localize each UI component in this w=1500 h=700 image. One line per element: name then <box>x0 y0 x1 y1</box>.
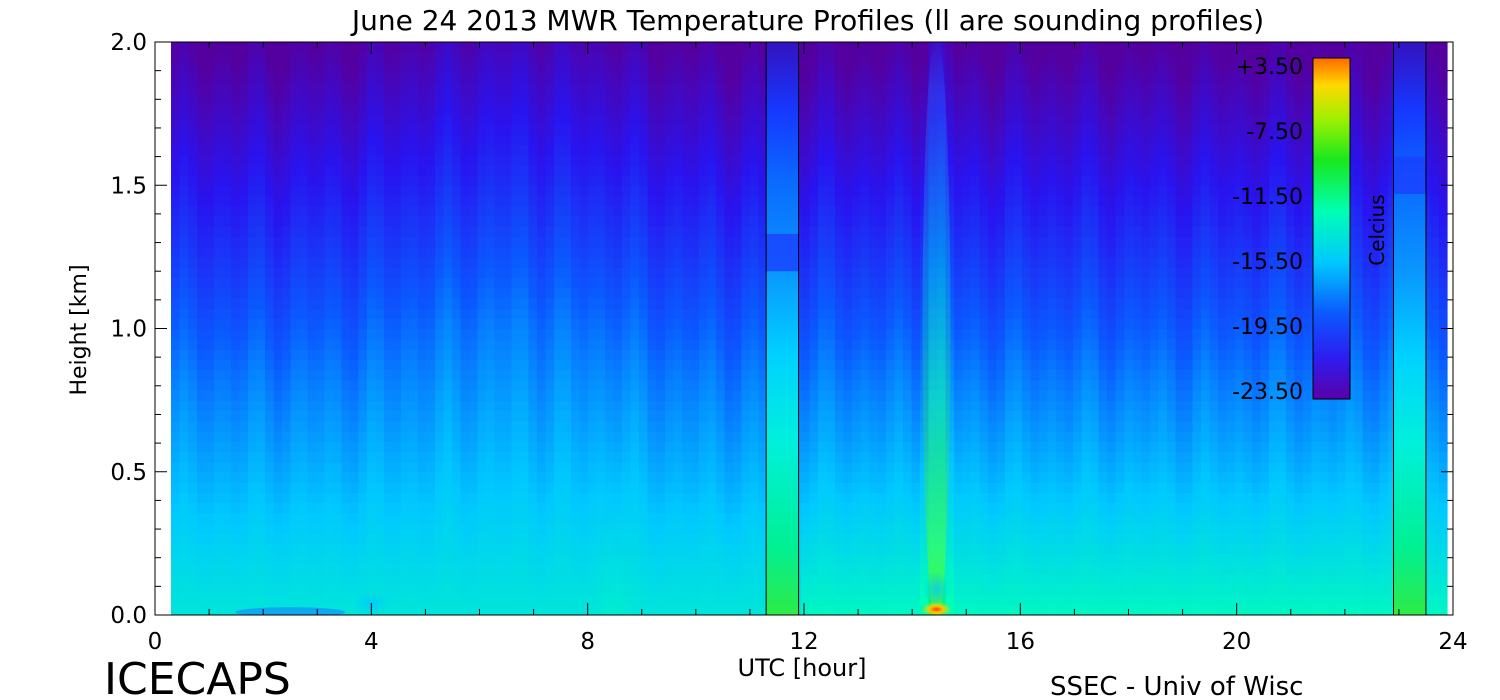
x-tick-label: 20 <box>1222 629 1251 655</box>
colorbar-tick-label: -11.50 <box>1232 185 1303 210</box>
footer-right: SSEC - Univ of Wisc <box>1050 672 1303 700</box>
x-axis-label: UTC [hour] <box>738 654 867 682</box>
colorbar-tick-label: -15.50 <box>1232 250 1303 275</box>
x-tick-label: 8 <box>580 629 595 655</box>
colorbar-gradient <box>1312 57 1351 400</box>
colorbar-tick-label: -19.50 <box>1232 315 1303 340</box>
colorbar-label: Celcius <box>1365 194 1389 265</box>
y-tick-label: 0.5 <box>110 460 147 486</box>
x-tick-label: 16 <box>1006 629 1035 655</box>
x-tick-label: 24 <box>1438 629 1467 655</box>
y-tick-label: 0.0 <box>110 603 147 629</box>
y-tick-label: 2.0 <box>110 30 147 56</box>
heatmap-plot <box>171 42 1453 615</box>
x-tick-label: 12 <box>789 629 818 655</box>
colorbar-tick-label: -7.50 <box>1246 120 1303 145</box>
sounding-profile <box>1393 42 1427 615</box>
y-axis-label: Height [km] <box>67 264 92 395</box>
y-tick-label: 1.5 <box>110 173 147 199</box>
sounding-profile <box>765 42 800 615</box>
x-tick-label: 0 <box>148 629 163 655</box>
footer-left: ICECAPS <box>104 654 291 700</box>
colorbar-tick-label: +3.50 <box>1236 55 1303 80</box>
chart-title: June 24 2013 MWR Temperature Profiles (l… <box>350 4 1264 37</box>
colorbar-tick-label: -23.50 <box>1232 380 1303 405</box>
y-tick-label: 1.0 <box>110 317 147 343</box>
axes: 0 4 8 12 16 20 24 0.0 0.5 1.0 1.5 2.0 <box>110 30 1467 655</box>
x-tick-label: 4 <box>364 629 379 655</box>
colorbar: Celcius +3.50 -7.50 -11.50 -15.50 -19.50 -23.… <box>1232 55 1389 405</box>
